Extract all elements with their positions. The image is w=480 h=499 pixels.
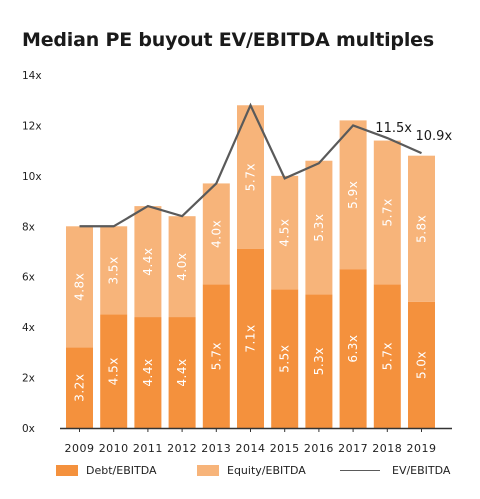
data-label-equity: 3.5x	[107, 256, 121, 284]
line-annotation: 10.9x	[416, 129, 453, 144]
data-label-equity: 4.0x	[175, 253, 189, 281]
data-label-debt: 7.1x	[244, 324, 258, 352]
bar-equity	[305, 160, 333, 295]
x-tick-label: 2014	[236, 442, 266, 455]
legend-swatch-equity	[197, 464, 219, 476]
data-label-debt: 3.2x	[73, 374, 87, 402]
y-tick-label: 12x	[22, 120, 42, 132]
x-tick-label: 2015	[270, 442, 300, 455]
bar-debt	[339, 269, 367, 428]
y-tick-label: 6x	[22, 272, 35, 284]
data-label-equity: 4.8x	[73, 273, 87, 301]
y-tick-label: 14x	[22, 70, 42, 82]
y-tick-label: 10x	[22, 171, 42, 183]
data-label-equity: 4.5x	[278, 218, 292, 246]
data-label-debt: 4.4x	[141, 358, 155, 386]
data-label-debt: 5.0x	[415, 351, 429, 379]
legend-label-ev: EV/EBITDA	[392, 463, 451, 477]
x-tick-label: 2012	[167, 442, 197, 455]
legend-item-debt: Debt/EBITDA	[56, 458, 157, 482]
data-label-debt: 5.3x	[312, 347, 326, 375]
data-label-debt: 6.3x	[346, 334, 360, 362]
legend: Debt/EBITDA Equity/EBITDA EV/EBITDA	[0, 458, 480, 482]
bar-debt	[134, 317, 162, 428]
legend-item-equity: Equity/EBITDA	[197, 458, 306, 482]
bar-debt	[202, 284, 230, 428]
bar-equity	[408, 155, 435, 302]
y-tick-label: 8x	[22, 221, 35, 233]
data-label-debt: 5.5x	[278, 345, 292, 373]
data-label-equity: 4.4x	[141, 247, 155, 275]
bar-equity	[271, 175, 299, 290]
y-tick-label: 4x	[22, 322, 35, 334]
data-label-equity: 5.7x	[244, 163, 258, 191]
bar-equity	[202, 183, 230, 285]
y-tick-label: 2x	[22, 373, 35, 385]
bar-equity	[134, 206, 162, 318]
legend-item-ev: EV/EBITDA	[340, 458, 450, 482]
data-label-equity: 4.0x	[209, 220, 223, 248]
legend-line-ev	[340, 469, 380, 471]
bar-equity	[100, 226, 128, 315]
ev-ebitda-line	[79, 102, 422, 228]
x-tick-label: 2018	[372, 442, 402, 455]
x-tick-label: 2013	[201, 442, 231, 455]
bar-equity	[66, 226, 93, 348]
x-tick-label: 2009	[65, 442, 95, 455]
x-tick-label: 2017	[338, 442, 368, 455]
bar-debt	[373, 284, 401, 428]
data-label-equity: 5.3x	[312, 213, 326, 241]
line-annotation: 11.5x	[375, 121, 412, 136]
x-tick-label: 2011	[133, 442, 163, 455]
bar-debt	[100, 314, 128, 428]
bar-equity	[339, 120, 367, 270]
legend-swatch-debt	[56, 464, 78, 476]
data-label-debt: 4.4x	[175, 358, 189, 386]
bar-debt	[271, 289, 299, 428]
bar-debt	[168, 317, 196, 428]
y-tick-label: 0x	[22, 423, 35, 435]
x-tick-label: 2010	[99, 442, 129, 455]
chart-title: Median PE buyout EV/EBITDA multiples	[22, 29, 434, 51]
bar-equity	[168, 216, 196, 318]
bar-equity	[373, 140, 401, 285]
data-label-debt: 4.5x	[107, 357, 121, 385]
data-label-equity: 5.7x	[380, 198, 394, 226]
data-label-debt: 5.7x	[380, 342, 394, 370]
x-tick-label: 2016	[304, 442, 334, 455]
bar-debt	[305, 294, 333, 428]
legend-label-equity: Equity/EBITDA	[227, 463, 306, 477]
bar-debt	[408, 301, 435, 428]
bar-debt	[237, 248, 264, 428]
data-label-equity: 5.9x	[346, 181, 360, 209]
chart: 0x 2x 4x 6x 8x 10x 12x 14x 3.2x 4.8x 2009 4.5x 3.5x 2…	[22, 70, 453, 455]
bar-debt	[66, 347, 93, 428]
data-label-equity: 5.8x	[415, 215, 429, 243]
x-tick-label: 2019	[407, 442, 437, 455]
legend-label-debt: Debt/EBITDA	[86, 463, 157, 477]
data-label-debt: 5.7x	[209, 342, 223, 370]
bar-equity	[237, 105, 264, 249]
